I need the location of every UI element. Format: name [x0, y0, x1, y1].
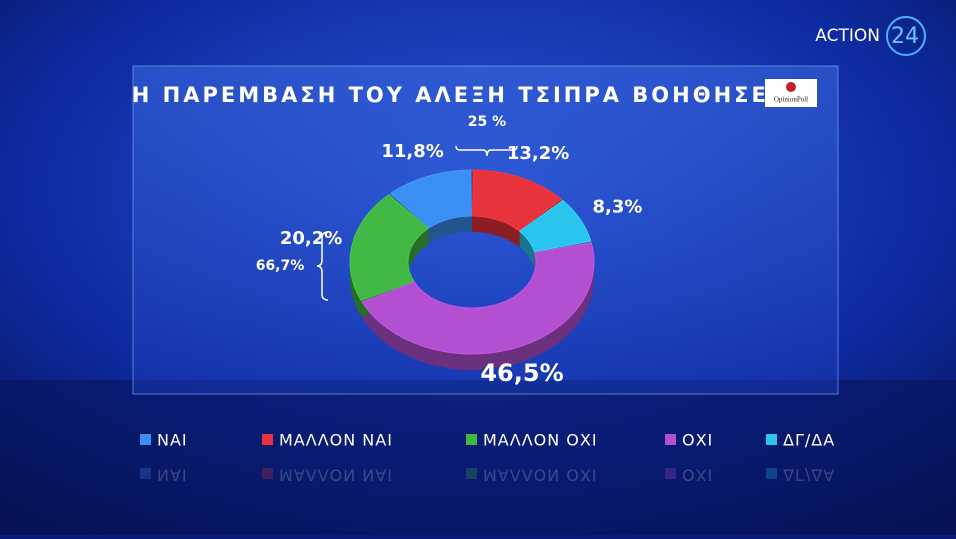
- legend-label-reflection: ΝΑΙ: [157, 466, 188, 485]
- legend-label: ΝΑΙ: [157, 431, 188, 450]
- legend-label-reflection: ΜΑΛΛΟΝ ΝΑΙ: [279, 466, 393, 485]
- value-label: 13,2%: [507, 143, 569, 164]
- legend-swatch-reflection: [262, 468, 273, 479]
- legend-swatch: [766, 434, 777, 445]
- channel-number: 24: [891, 24, 919, 49]
- legend-swatch-reflection: [140, 468, 151, 479]
- legend-label: ΔΓ/ΔΑ: [783, 431, 835, 450]
- legend-swatch: [466, 434, 477, 445]
- slice: [472, 169, 562, 232]
- legend: ΝΑΙ ΝΑΙ ΜΑΛΛΟΝ ΝΑΙ ΜΑΛΛΟΝ ΝΑΙ ΜΑΛΛΟΝ ΟΧΙ ΜΑΛΛ…: [140, 431, 835, 485]
- legend-swatch-reflection: [466, 468, 477, 479]
- slice: [349, 194, 430, 301]
- floor: [0, 380, 956, 535]
- legend-label-reflection: ΜΑΛΛΟΝ ΟΧΙ: [483, 466, 598, 485]
- legend-label-reflection: ΟΧΙ: [682, 466, 713, 485]
- legend-label: ΜΑΛΛΟΝ ΟΧΙ: [483, 431, 598, 450]
- pollster-name: OpinionPoll: [774, 96, 808, 104]
- slice: [518, 199, 592, 253]
- donut: 11,8% 13,2% 8,3% 46,5% 20,2%: [280, 141, 643, 387]
- legend-swatch: [665, 434, 676, 445]
- legend-label: ΟΧΙ: [682, 431, 713, 450]
- bracket: [455, 145, 518, 157]
- legend-label-reflection: ΔΓ/ΔΑ: [783, 466, 835, 485]
- value-label: 20,2%: [280, 228, 342, 249]
- bracket: [316, 231, 329, 301]
- value-label: 8,3%: [592, 196, 642, 217]
- channel-name: ACTION: [815, 26, 880, 46]
- channel-ring: [886, 16, 926, 56]
- annotation: 25 %: [468, 114, 506, 130]
- legend-swatch-reflection: [665, 468, 676, 479]
- legend-label: ΜΑΛΛΟΝ ΝΑΙ: [279, 431, 393, 450]
- legend-swatch-reflection: [766, 468, 777, 479]
- pollster-dot: [786, 82, 796, 92]
- value-label: 11,8%: [381, 141, 443, 162]
- chart-title: Η ΠΑΡΕΜΒΑΣΗ ΤΟΥ ΑΛΕΞΗ ΤΣΙΠΡΑ ΒΟΗΘΗΣΕ;: [132, 83, 781, 107]
- legend-swatch: [140, 434, 151, 445]
- slice: [361, 242, 595, 355]
- legend-swatch: [262, 434, 273, 445]
- value-label: 46,5%: [480, 359, 563, 387]
- annotation: 66,7%: [256, 258, 305, 274]
- slice: [389, 169, 472, 229]
